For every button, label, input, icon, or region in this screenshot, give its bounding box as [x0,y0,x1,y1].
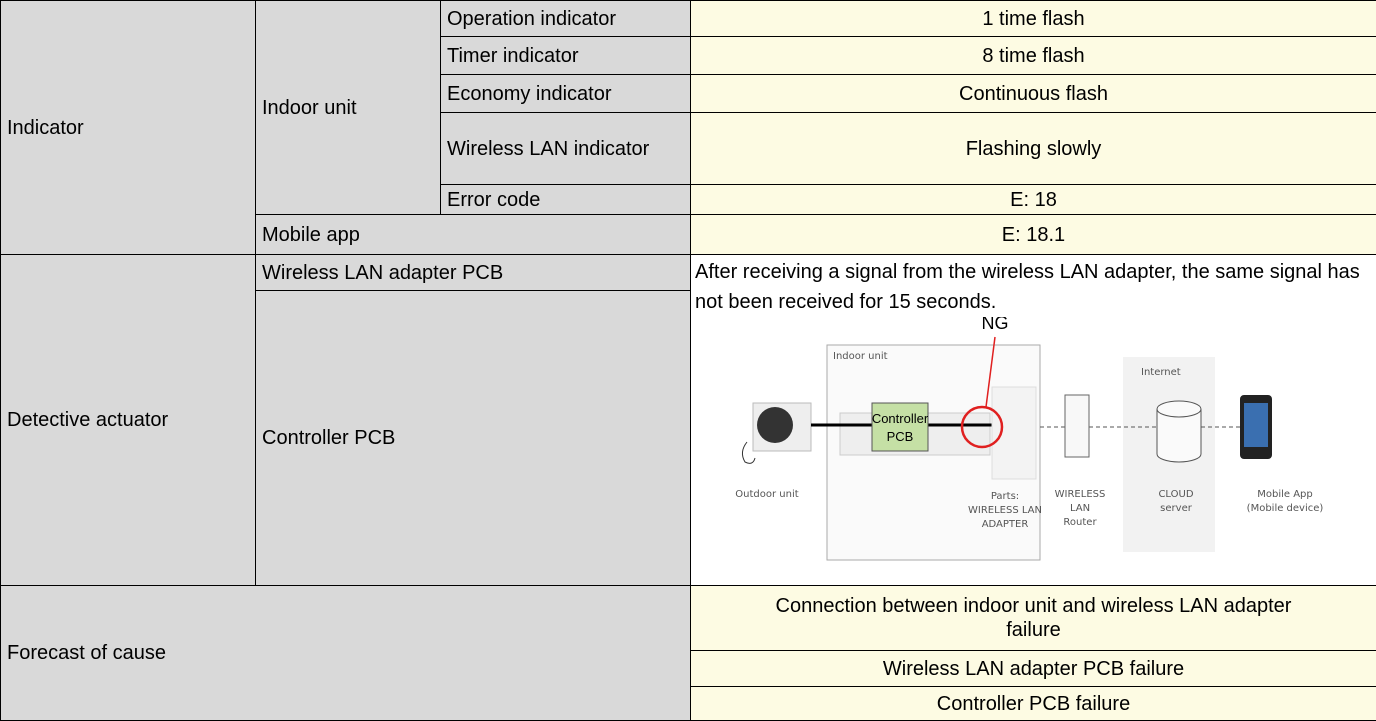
item-name: Operation indicator [441,1,691,37]
item-name: Controller PCB [256,291,691,586]
diagram: Indoor unit Internet Controller PCB NG O… [695,317,1371,567]
item-name: Wireless LAN adapter PCB [256,255,691,291]
diagram-label: PCB [887,429,914,444]
item-name: Timer indicator [441,37,691,75]
row-header: Forecast of cause [1,586,691,721]
diagram-label: LAN [1070,503,1090,514]
diagram-label: WIRELESS [1055,489,1106,500]
item-value: Continuous flash [691,75,1376,113]
item-name: Wireless LAN indicator [441,113,691,185]
diagram-label: Indoor unit [833,351,888,362]
fan [757,407,793,443]
description: After receiving a signal from the wirele… [695,257,1372,317]
router [1065,395,1089,457]
item-value: E: 18.1 [691,215,1376,255]
diagram-label: ADAPTER [982,519,1029,530]
diagram-label: Internet [1141,367,1181,378]
phone-screen [1244,403,1268,447]
diagram-label: Mobile App [1257,489,1313,500]
sub-header: Mobile app [256,215,691,255]
diagram-label: Controller [872,411,929,426]
diagram-label: (Mobile device) [1247,503,1324,514]
sub-header: Indoor unit [256,1,441,215]
item-name: Economy indicator [441,75,691,113]
item-name: Error code [441,185,691,215]
row-header: Indicator [1,1,256,255]
diagram-label: WIRELESS LAN [968,505,1042,516]
item-value: 1 time flash [691,1,1376,37]
cloud [1157,401,1201,462]
cause: Wireless LAN adapter PCB failure [691,651,1376,687]
diagram-label: Router [1063,517,1097,528]
item-value: E: 18 [691,185,1376,215]
row-header: Detective actuator [1,255,256,586]
diagram-label: Outdoor unit [735,489,798,500]
description-cell: After receiving a signal from the wirele… [691,255,1376,586]
cause: Controller PCB failure [691,687,1376,721]
diagram-label: Parts: [991,491,1019,502]
adapter [992,387,1036,479]
diagram-label: server [1160,503,1193,514]
item-value: 8 time flash [691,37,1376,75]
diagram-label: NG [982,317,1009,333]
diagram-label: CLOUD [1158,489,1193,500]
cause: Connection between indoor unit and wirel… [691,586,1376,651]
item-value: Flashing slowly [691,113,1376,185]
